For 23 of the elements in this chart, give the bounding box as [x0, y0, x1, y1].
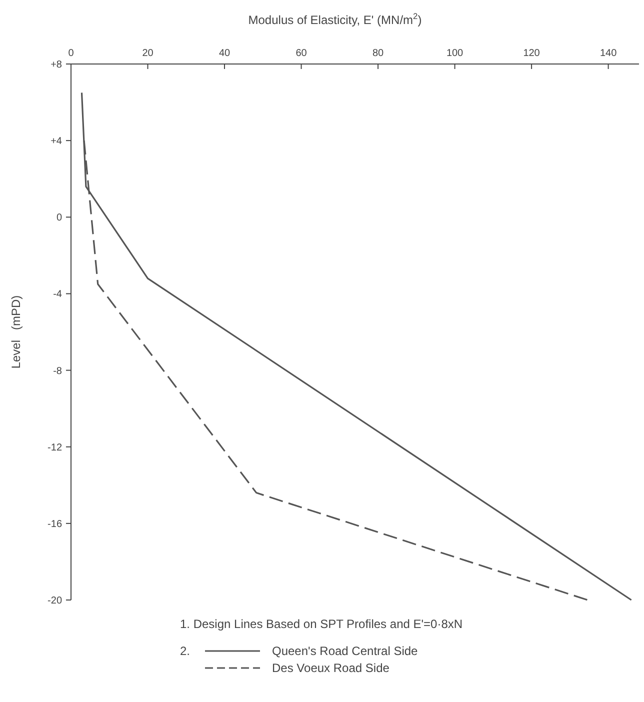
legend-label: Queen's Road Central Side [272, 644, 418, 658]
x-tick-label: 60 [296, 48, 308, 59]
x-tick-label: 40 [218, 48, 231, 59]
x-tick-label: 120 [523, 48, 540, 59]
x-axis-title: Modulus of Elasticity, E' (MN/m$^{2}$) [248, 11, 422, 27]
text: 1. Design Lines Based on SPT Profiles and E'=0·8xN [180, 617, 463, 631]
text: 2. [180, 644, 190, 658]
x-tick-label: 0 [68, 48, 74, 59]
y-tick-label: -16 [48, 518, 62, 530]
y-tick-label: +8 [50, 60, 62, 70]
y-tick-label: -4 [53, 289, 62, 300]
x-tick-label: 80 [372, 48, 384, 59]
legend-label: Des Voeux Road Side [272, 661, 390, 676]
x-tick-label: 100 [446, 48, 464, 59]
y-tick-label: -12 [48, 442, 62, 454]
y-tick-label: -20 [48, 596, 62, 606]
x-tick-label: 140 [600, 48, 618, 59]
y-tick-label: 0 [56, 212, 62, 224]
x-tick-label: 20 [142, 48, 154, 59]
y-tick-label: +4 [50, 136, 62, 148]
line-series [80, 92, 632, 601]
y-tick-label: -8 [53, 366, 62, 377]
y-axis-title: Level (mPD) [9, 295, 23, 369]
